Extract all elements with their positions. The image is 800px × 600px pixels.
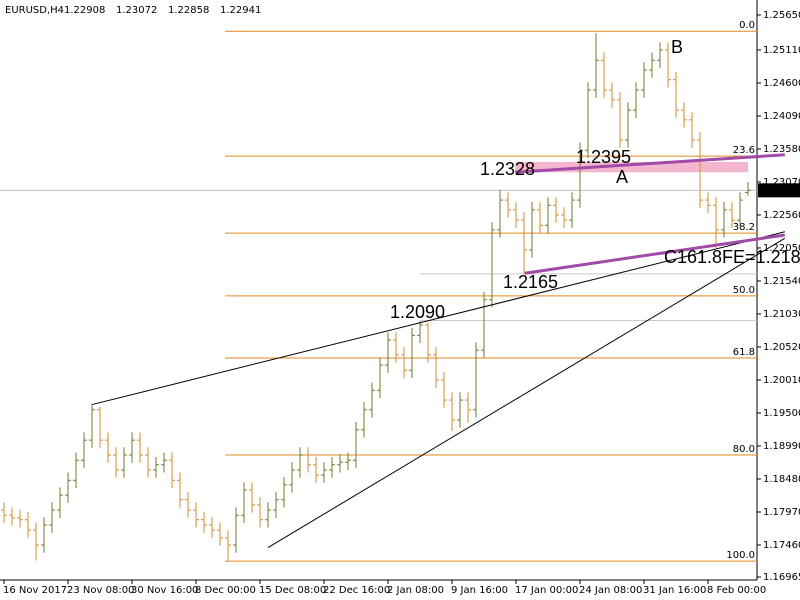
y-tick-label: 1.18990: [763, 441, 800, 452]
fib-label: 61.8: [733, 347, 755, 358]
fib-label: 0.0: [739, 20, 755, 31]
y-tick-label: 1.22560: [763, 210, 800, 221]
annotation: C161.8FE=1.2180: [664, 247, 800, 267]
y-tick-label: 1.23580: [763, 144, 800, 155]
x-tick-label: 8 Dec 00:00: [195, 585, 256, 596]
annotation: 1.2090: [390, 302, 445, 322]
x-tick-label: 9 Jan 16:00: [451, 585, 508, 596]
price-tag: [758, 183, 800, 198]
annotation: B: [671, 37, 683, 57]
zone: [515, 161, 748, 173]
y-tick-label: 1.16965: [763, 572, 800, 583]
y-tick-label: 1.25110: [763, 45, 800, 56]
y-tick-label: 1.17970: [763, 507, 800, 518]
x-tick-label: 30 Nov 16:00: [131, 585, 198, 596]
x-tick-label: 22 Dec 16:00: [323, 585, 390, 596]
y-tick-label: 1.24600: [763, 78, 800, 89]
header-value: 1.22908: [64, 5, 105, 16]
x-tick-label: 8 Feb 00:00: [707, 585, 766, 596]
trendline: [524, 233, 786, 275]
annotation: 1.2328: [480, 159, 535, 179]
y-tick-label: 1.22050: [763, 243, 800, 254]
header-value: 1.22858: [168, 5, 209, 16]
trendline: [91, 231, 785, 406]
fib-label: 38.2: [733, 222, 755, 233]
fib-label: 23.6: [733, 145, 755, 156]
y-tick-label: 1.25650: [763, 10, 800, 21]
y-tick-label: 1.23070: [763, 177, 800, 188]
x-tick-label: 2 Jan 08:00: [387, 585, 444, 596]
trendline: [515, 153, 785, 174]
annotation: A: [616, 167, 628, 187]
chart-title: EURUSD,H4: [5, 5, 64, 16]
header-value: 1.22941: [220, 5, 261, 16]
fib-label: 80.0: [733, 444, 755, 455]
annotation: 1.2395: [576, 147, 631, 167]
trendline: [267, 237, 786, 549]
fib-label: 50.0: [733, 285, 755, 296]
y-tick-label: 1.18480: [763, 474, 800, 485]
header-value: 1.23072: [116, 5, 157, 16]
x-tick-label: 24 Jan 08:00: [579, 585, 642, 596]
x-tick-label: 16 Nov 2017: [3, 585, 67, 596]
x-tick-label: 17 Jan 00:00: [515, 585, 578, 596]
y-tick-label: 1.17460: [763, 540, 800, 551]
x-tick-label: 31 Jan 16:00: [643, 585, 706, 596]
price-tag-label: 1.22941: [761, 185, 800, 196]
y-tick-label: 1.20010: [763, 375, 800, 386]
y-tick-label: 1.19500: [763, 408, 800, 419]
annotation: 1.2165: [503, 272, 558, 292]
y-tick-label: 1.24090: [763, 111, 800, 122]
y-tick-label: 1.20520: [763, 342, 800, 353]
y-tick-label: 1.21540: [763, 276, 800, 287]
y-tick-label: 1.21030: [763, 309, 800, 320]
fib-label: 100.0: [726, 550, 755, 561]
x-tick-label: 23 Nov 08:00: [67, 585, 134, 596]
x-tick-label: 15 Dec 08:00: [259, 585, 326, 596]
